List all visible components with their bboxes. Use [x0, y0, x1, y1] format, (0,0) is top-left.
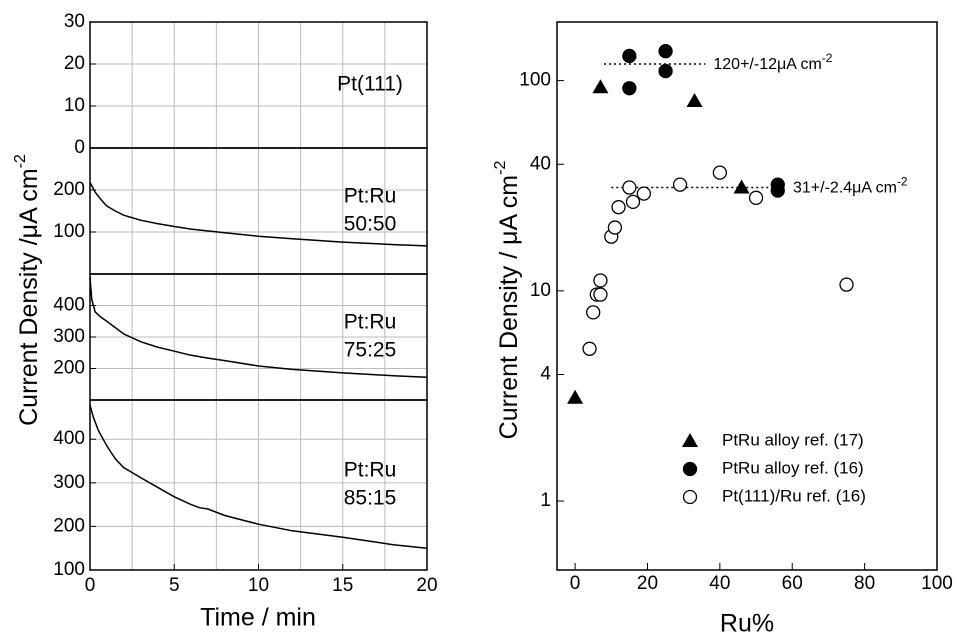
y-axis-label-text: Current Density /μA cm — [15, 168, 43, 426]
annotation: 120+/-12μA cm-2 — [713, 51, 832, 73]
x-tick-label: 40 — [709, 573, 730, 594]
y-axis-label: Current Density /μA cm-2 — [12, 154, 42, 426]
legend-marker — [682, 433, 698, 447]
marker — [658, 44, 673, 59]
data-line — [89, 182, 428, 247]
y-tick-label: 100 — [53, 559, 85, 580]
x-tick-label: 0 — [570, 573, 581, 594]
y-tick-label: 30 — [64, 11, 85, 32]
y-tick-label: 1 — [540, 490, 551, 511]
panel-label: Pt:Ru — [344, 311, 397, 334]
marker — [622, 180, 637, 195]
marker — [625, 194, 641, 210]
marker — [586, 305, 601, 320]
marker — [636, 186, 652, 201]
marker — [622, 81, 637, 96]
x-tick-label: 20 — [637, 573, 658, 594]
x-axis-label: Time / min — [200, 604, 316, 632]
y-tick-label: 40 — [530, 153, 551, 174]
panel-label: Pt(111) — [337, 73, 403, 96]
marker — [567, 389, 584, 404]
legend-label: PtRu alloy ref. (17) — [722, 430, 864, 449]
x-tick-label: 60 — [782, 573, 803, 594]
y-tick-label: 200 — [53, 358, 85, 379]
y-tick-label: 400 — [53, 295, 85, 316]
annotation-sup: -2 — [897, 175, 908, 189]
x-tick-label: 80 — [854, 573, 875, 594]
annotation: 31+/-2.4μA cm-2 — [793, 175, 908, 197]
marker — [733, 179, 750, 194]
y-tick-label: 400 — [53, 428, 85, 449]
y-tick-label: 4 — [540, 364, 551, 385]
x-tick-label: 15 — [332, 575, 353, 596]
marker — [839, 277, 854, 292]
data-line — [89, 404, 428, 549]
y-axis-label: Current Density / μA cm-2 — [492, 161, 522, 440]
marker — [748, 190, 764, 205]
annotation-text: 31+/-2.4μA cm — [793, 180, 897, 197]
y-tick-label: 100 — [53, 221, 85, 242]
x-tick-label: 20 — [416, 575, 437, 596]
panel-label: 75:25 — [344, 339, 397, 362]
annotation-sup: -2 — [822, 51, 833, 65]
annotation-text: 120+/-12μA cm — [713, 56, 821, 73]
y-tick-label: 10 — [64, 95, 85, 116]
panel-label: 50:50 — [344, 213, 397, 236]
marker — [582, 341, 597, 356]
panel-label: Pt:Ru — [344, 185, 397, 208]
y-tick-label: 300 — [53, 326, 85, 347]
marker — [611, 200, 626, 215]
y-tick-label: 200 — [53, 179, 85, 200]
legend-label: PtRu alloy ref. (16) — [722, 458, 864, 477]
y-tick-label: 200 — [53, 515, 85, 536]
panel-label: 85:15 — [344, 487, 397, 510]
panel-label: Pt:Ru — [344, 459, 397, 482]
x-tick-label: 0 — [85, 575, 96, 596]
marker — [712, 165, 728, 180]
marker — [686, 92, 703, 107]
y-tick-label: 10 — [530, 280, 551, 301]
y-axis-label-sup: -2 — [492, 161, 509, 175]
y-axis-label-sup: -2 — [12, 154, 29, 168]
x-tick-label: 10 — [248, 575, 269, 596]
marker — [607, 220, 623, 235]
y-tick-label: 20 — [64, 53, 85, 74]
marker — [622, 48, 637, 64]
marker — [672, 177, 688, 192]
x-axis-label: Ru% — [720, 610, 774, 638]
y-tick-label: 100 — [519, 70, 551, 91]
y-tick-label: 300 — [53, 472, 85, 493]
legend-marker — [682, 461, 698, 477]
legend-label: Pt(111)/Ru ref. (16) — [722, 486, 866, 505]
marker — [593, 287, 608, 302]
y-axis-label-text: Current Density / μA cm — [495, 175, 523, 439]
marker — [593, 273, 608, 288]
x-tick-label: 5 — [169, 575, 180, 596]
y-tick-label: 0 — [74, 137, 85, 158]
x-tick-label: 100 — [921, 573, 953, 594]
marker — [658, 63, 673, 79]
marker — [770, 183, 785, 198]
data-line — [89, 277, 428, 379]
legend-marker — [682, 489, 698, 505]
plot-frame — [556, 21, 938, 571]
marker — [592, 79, 609, 94]
